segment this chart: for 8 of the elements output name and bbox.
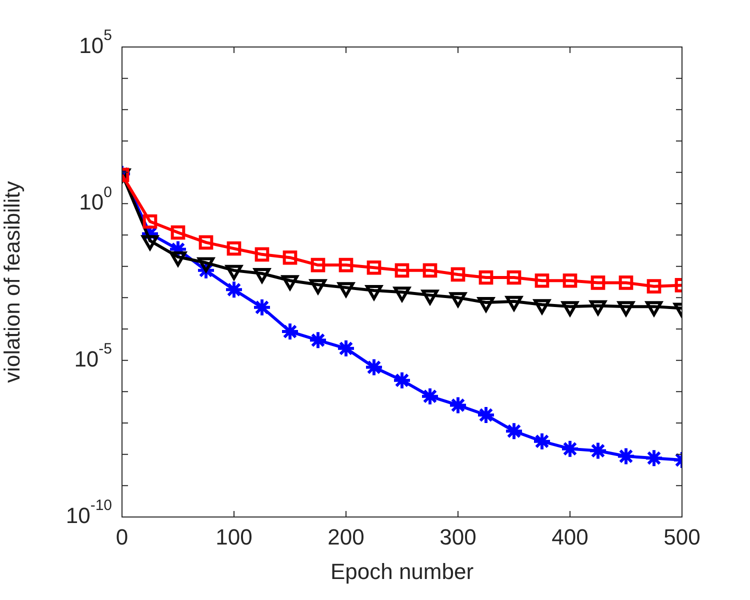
x-tick-label: 400 <box>552 524 588 550</box>
x-tick-label: 0 <box>116 524 128 550</box>
x-tick-label: 500 <box>664 524 700 550</box>
x-tick-label: 300 <box>440 524 476 550</box>
x-tick-label: 100 <box>216 524 252 550</box>
y-axis-title: violation of feasibility <box>0 181 24 383</box>
x-tick-label: 200 <box>328 524 364 550</box>
x-axis-title: Epoch number <box>330 558 474 584</box>
